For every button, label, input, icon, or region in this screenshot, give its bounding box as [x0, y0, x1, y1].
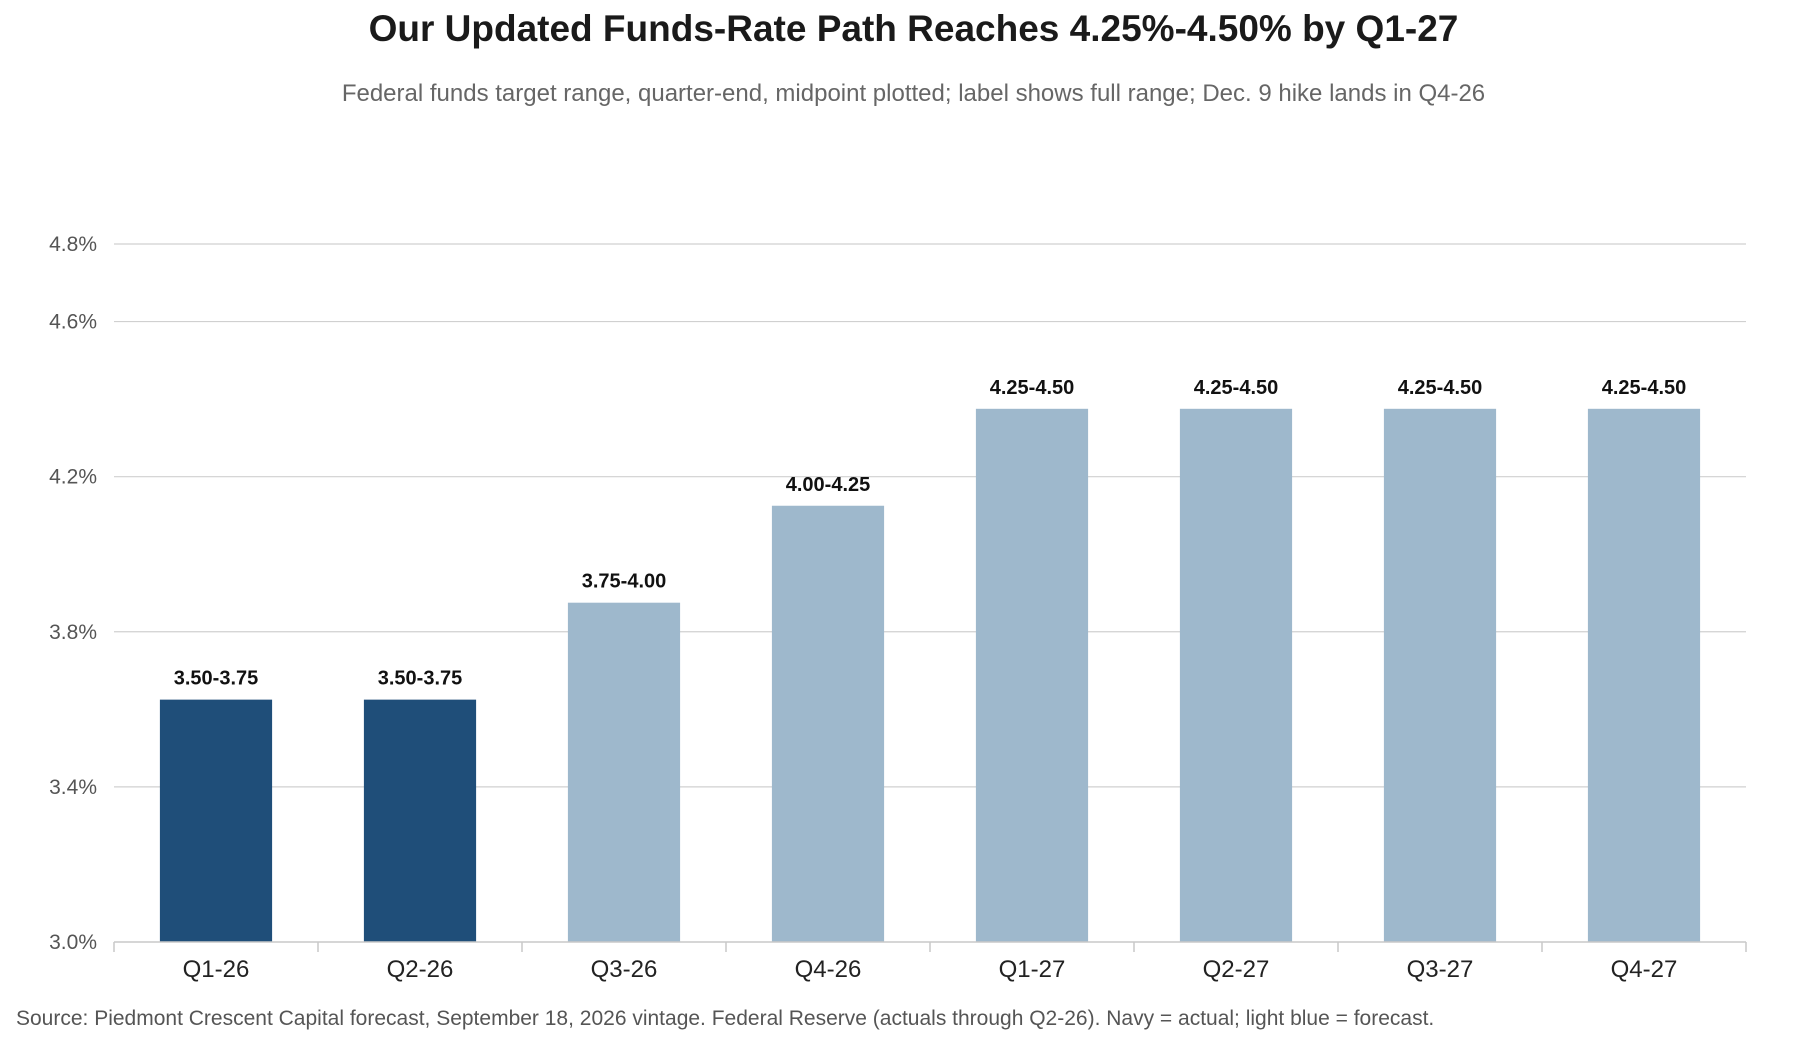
bar	[159, 699, 273, 942]
chart-subtitle: Federal funds target range, quarter-end,…	[341, 80, 1486, 107]
x-axis: Q1-26 Q2-26 Q3-26 Q4-26 Q1-27 Q2-27 Q3-27 Q4-27	[113, 941, 1747, 983]
bar	[975, 408, 1089, 942]
bar-value-label: 3.75-4.00	[582, 571, 667, 593]
bar-value-label: 3.50-3.75	[378, 668, 463, 690]
x-tick-label: Q4-26	[795, 956, 862, 983]
y-tick-label: 4.2%	[49, 466, 97, 489]
bar-value-label: 4.25-4.50	[1602, 377, 1687, 399]
bar	[363, 699, 477, 942]
x-tick-label: Q1-27	[999, 956, 1066, 983]
x-tick-label: Q3-26	[591, 956, 658, 983]
y-tick-label: 3.8%	[49, 621, 97, 644]
bar	[1179, 408, 1293, 942]
bar-value-label: 3.50-3.75	[174, 668, 259, 690]
x-tick-label: Q2-26	[387, 956, 454, 983]
chart-title: Our Updated Funds-Rate Path Reaches 4.25…	[368, 8, 1459, 49]
x-tick-label: Q4-27	[1611, 956, 1678, 983]
bar-value-label: 4.00-4.25	[786, 474, 871, 496]
bars	[159, 408, 1701, 942]
y-tick-label: 3.4%	[49, 776, 97, 799]
y-tick-label: 3.0%	[49, 931, 97, 954]
bar-labels: 3.50-3.75 3.50-3.75 3.75-4.00 4.00-4.25 4.25…	[174, 377, 1687, 690]
bar	[567, 602, 681, 942]
x-tick-label: Q2-27	[1203, 956, 1270, 983]
x-tick-label: Q1-26	[183, 956, 250, 983]
bar-value-label: 4.25-4.50	[1398, 377, 1483, 399]
x-tick-label: Q3-27	[1407, 956, 1474, 983]
y-tick-label: 4.6%	[49, 311, 97, 334]
bar	[771, 505, 885, 942]
y-tick-label: 4.8%	[49, 233, 97, 256]
source-note: Source: Piedmont Crescent Capital foreca…	[16, 1007, 1435, 1030]
bar	[1383, 408, 1497, 942]
bar	[1587, 408, 1701, 942]
bar-value-label: 4.25-4.50	[990, 377, 1075, 399]
bar-chart: 3.0% 3.4% 3.8% 4.2% 4.6% 4.8% Q1-26 Q2-26 Q3-26…	[49, 233, 1747, 983]
bar-value-label: 4.25-4.50	[1194, 377, 1279, 399]
